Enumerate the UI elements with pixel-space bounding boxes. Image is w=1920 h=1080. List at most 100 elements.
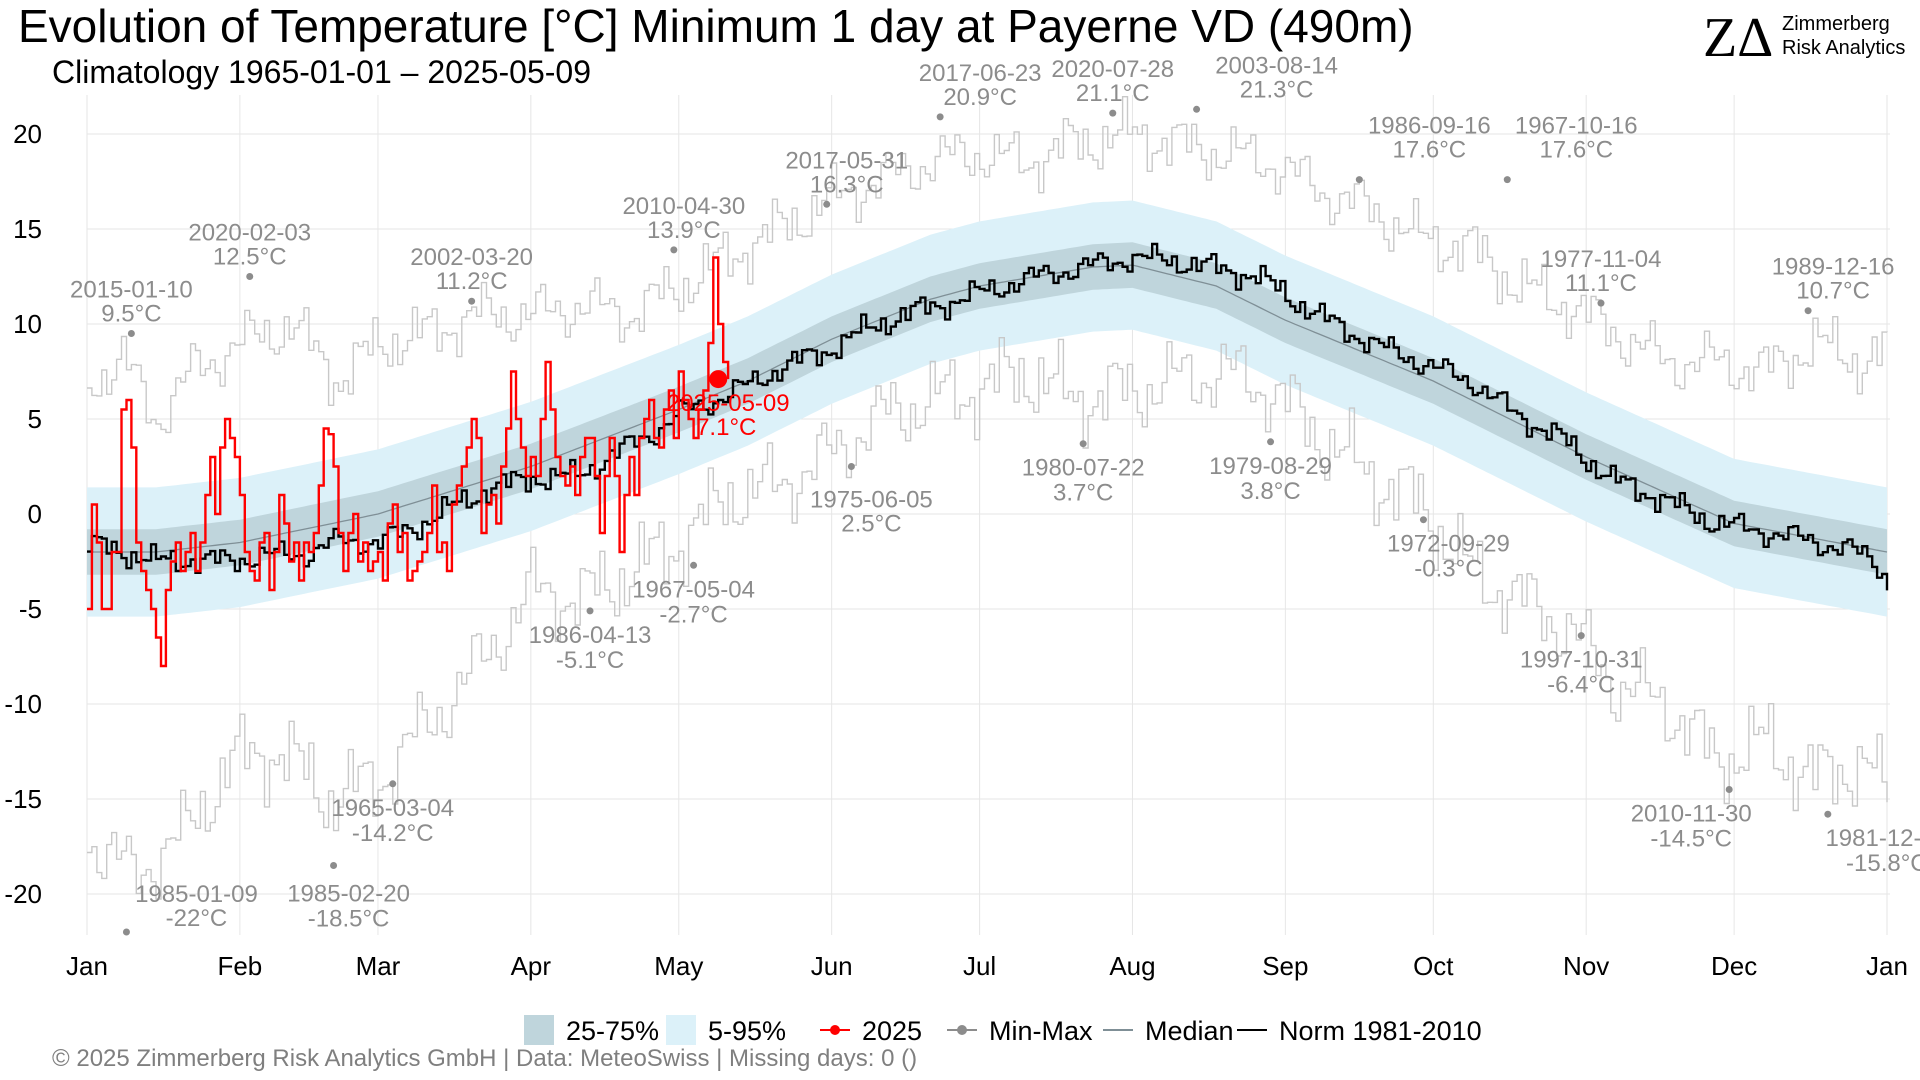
annotation-value: 17.6°C <box>1539 137 1613 164</box>
x-tick-label: Jul <box>963 951 996 981</box>
record-point <box>690 561 698 569</box>
annotation-date: 1967-05-04 <box>632 576 755 603</box>
annotation-value: -22°C <box>166 905 228 932</box>
annotation-date: 1967-10-16 <box>1515 113 1638 140</box>
annotation-value: 3.7°C <box>1053 480 1113 507</box>
y-tick-label: -15 <box>4 784 42 814</box>
x-tick-label: Nov <box>1563 951 1609 981</box>
y-tick-label: 20 <box>13 119 42 149</box>
logo-line1: Zimmerberg <box>1782 13 1890 35</box>
record-point <box>670 246 678 254</box>
annotation-value: -14.5°C <box>1650 826 1732 853</box>
annotation-value: 10.7°C <box>1796 278 1870 305</box>
annotation-value: -15.8°C <box>1846 850 1920 877</box>
current-day-point <box>709 370 728 389</box>
annotation-date: 2003-08-14 <box>1215 52 1338 79</box>
annotation-date: 2020-02-03 <box>188 220 311 247</box>
annotation-date: 2017-06-23 <box>919 60 1042 87</box>
x-tick-label: Aug <box>1109 951 1155 981</box>
annotation-date: 1997-10-31 <box>1520 647 1643 674</box>
y-tick-label: 10 <box>13 309 42 339</box>
axis-tick-labels: 20 15 10 5 0 -5 -10 -15 -20 Jan Feb Mar Apr May Jun Jul… <box>4 119 1908 981</box>
legend-label: 25-75% <box>566 1016 659 1046</box>
record-point <box>1419 516 1427 524</box>
legend-label: Median <box>1145 1016 1234 1046</box>
record-min-line <box>87 337 1888 900</box>
x-tick-label: Dec <box>1711 951 1757 981</box>
annotation-value: -18.5°C <box>308 906 390 933</box>
current-year-series: 2025-05-097.1°C <box>87 256 790 668</box>
annotation-date: 2010-11-30 <box>1631 801 1752 828</box>
legend-label: Min-Max <box>989 1016 1093 1046</box>
y-tick-label: -5 <box>19 594 42 624</box>
annotation-value: 2.5°C <box>841 511 901 538</box>
record-point <box>1193 105 1201 113</box>
legend: 25-75% 5-95% 2025 Min-Max Median Norm 1981-20… <box>524 1015 1482 1046</box>
annotation-date: 1985-02-20 <box>287 881 410 908</box>
band-25-75 <box>87 242 1887 575</box>
legend-label: 2025 <box>862 1016 922 1046</box>
record-max-line <box>87 96 1888 434</box>
x-tick-label: May <box>654 951 703 981</box>
annotation-value: 9.5°C <box>101 301 161 328</box>
annotation-date: 1965-03-04 <box>331 795 454 822</box>
annotation-value: 20.9°C <box>943 84 1017 111</box>
median-line-group <box>87 264 1888 553</box>
record-point <box>330 862 338 869</box>
chart-title: Evolution of Temperature [°C] Minimum 1 … <box>18 0 1414 52</box>
annotation-date: 1985-01-09 <box>135 881 258 908</box>
record-point <box>246 273 254 280</box>
annotation-date: 1972-09-29 <box>1387 531 1510 558</box>
annotation-date: 2020-07-28 <box>1051 56 1174 83</box>
record-point <box>122 928 130 936</box>
legend-label: Norm 1981-2010 <box>1279 1016 1482 1046</box>
annotation-value: 3.8°C <box>1240 478 1300 505</box>
record-point <box>1824 810 1832 818</box>
median-line <box>87 264 1888 553</box>
annotation-value: 21.1°C <box>1076 80 1150 107</box>
x-tick-label: Sep <box>1262 951 1308 981</box>
company-logo: ZΔ Zimmerberg Risk Analytics <box>1703 7 1905 69</box>
legend-label: 5-95% <box>708 1016 786 1046</box>
record-point <box>468 297 476 305</box>
series-2025-line <box>87 256 730 668</box>
legend-swatch <box>666 1015 696 1045</box>
y-tick-label: 0 <box>28 499 42 529</box>
x-tick-label: Jan <box>66 951 108 981</box>
record-point <box>1503 176 1511 184</box>
x-tick-label: Jan <box>1866 951 1908 981</box>
y-tick-label: 15 <box>13 214 42 244</box>
x-tick-label: Feb <box>217 951 262 981</box>
record-point <box>1725 786 1733 793</box>
annotation-value: 12.5°C <box>213 244 287 271</box>
record-point <box>127 330 135 337</box>
annotation-date: 1986-04-13 <box>529 622 652 649</box>
y-tick-label: -10 <box>4 689 42 719</box>
annotation-value: 16.3°C <box>810 171 884 198</box>
record-point <box>823 200 831 208</box>
chart-subtitle: Climatology 1965-01-01 – 2025-05-09 <box>52 54 591 90</box>
y-tick-label: -20 <box>4 879 42 909</box>
annotation-value: 21.3°C <box>1240 76 1314 103</box>
legend-swatch-point <box>830 1025 840 1035</box>
x-tick-label: Oct <box>1413 951 1454 981</box>
annotation-value: -0.3°C <box>1414 556 1482 583</box>
current-date-label: 2025-05-09 <box>667 390 790 417</box>
record-point <box>389 780 397 788</box>
annotation-date: 1977-11-04 <box>1540 246 1661 273</box>
current-value-label: 7.1°C <box>696 414 756 441</box>
band-5-95 <box>87 200 1887 617</box>
annotation-date: 1981-12-20 <box>1825 825 1920 852</box>
annotation-date: 2015-01-10 <box>70 277 193 304</box>
x-tick-label: Mar <box>356 951 401 981</box>
x-tick-label: Apr <box>511 951 552 981</box>
record-point <box>847 463 855 470</box>
record-point <box>1109 109 1117 117</box>
percentile-bands <box>87 200 1887 617</box>
record-point <box>1597 299 1605 307</box>
annotation-value: 11.2°C <box>436 268 508 295</box>
annotation-value: 13.9°C <box>647 217 721 244</box>
record-point <box>1267 438 1275 446</box>
